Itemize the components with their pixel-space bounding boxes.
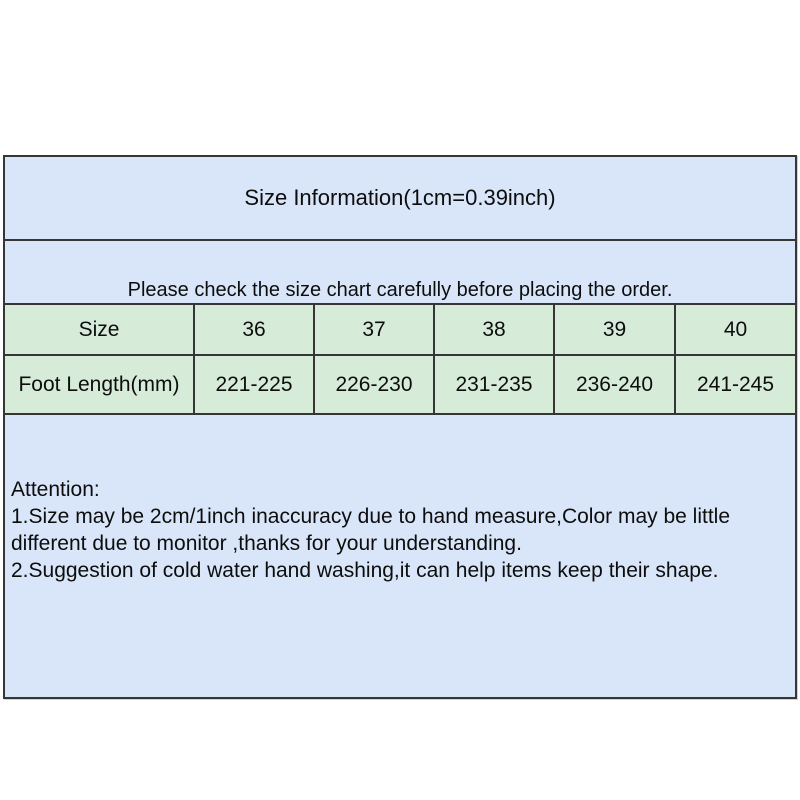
attention-row: Attention: 1.Size may be 2cm/1inch inacc…	[2, 413, 798, 699]
size-row-header: Size	[3, 303, 195, 356]
size-value-36: 36	[193, 303, 315, 356]
attention-line-3: 2.Suggestion of cold water hand washing,…	[11, 559, 719, 582]
size-chart-table: Size Information(1cm=0.39inch) Please ch…	[2, 155, 798, 699]
size-chart-notice: Please check the size chart carefully be…	[2, 239, 798, 305]
size-value-38: 38	[433, 303, 555, 356]
attention-heading: Attention:	[11, 478, 100, 501]
foot-length-header: Foot Length(mm)	[3, 354, 195, 415]
size-chart-title: Size Information(1cm=0.39inch)	[2, 155, 798, 241]
attention-line-1: 1.Size may be 2cm/1inch inaccuracy due t…	[11, 505, 731, 528]
attention-line-2: different due to monitor ,thanks for you…	[11, 532, 522, 555]
foot-length-39: 236-240	[553, 354, 676, 415]
size-row: Size 36 37 38 39 40	[3, 303, 798, 356]
foot-length-row: Foot Length(mm) 221-225 226-230 231-235 …	[3, 354, 798, 415]
size-value-39: 39	[553, 303, 676, 356]
foot-length-37: 226-230	[313, 354, 435, 415]
attention-section: Attention: 1.Size may be 2cm/1inch inacc…	[2, 413, 798, 699]
foot-length-38: 231-235	[433, 354, 555, 415]
title-row: Size Information(1cm=0.39inch)	[2, 155, 798, 241]
foot-length-36: 221-225	[193, 354, 315, 415]
size-value-40: 40	[673, 303, 798, 356]
size-value-37: 37	[313, 303, 435, 356]
notice-row: Please check the size chart carefully be…	[2, 239, 798, 305]
foot-length-40: 241-245	[673, 354, 798, 415]
